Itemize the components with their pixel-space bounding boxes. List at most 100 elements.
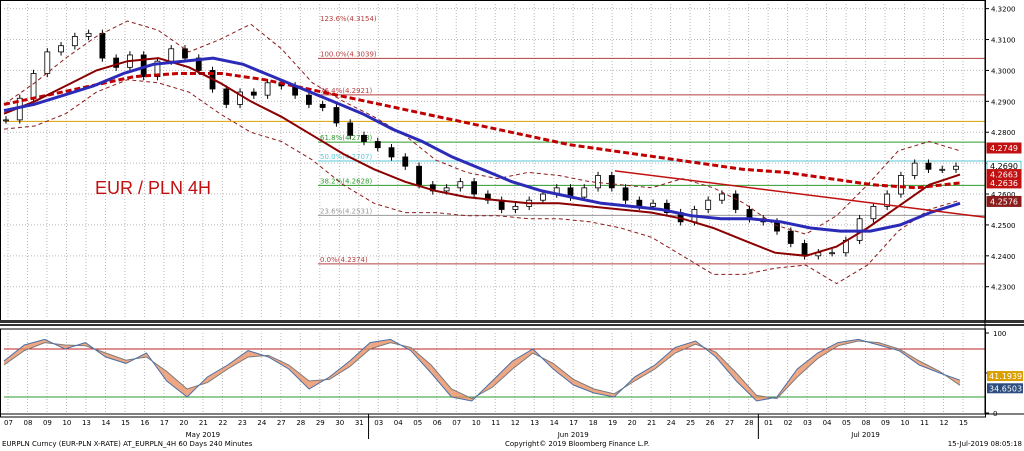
- candle-body: [416, 165, 422, 186]
- fibonacci-levels: 123.6%(4.3154) 100.0%(4.3039) 76.4%(4.2921…: [4, 15, 985, 265]
- candle-body: [58, 45, 64, 53]
- candle-body: [650, 202, 657, 207]
- stoch-y-tick-label: 0: [993, 410, 997, 418]
- ma-slow-line: [3, 72, 961, 190]
- x-tick-label: 15: [121, 419, 130, 427]
- candle-body: [154, 60, 161, 78]
- candle-body: [732, 193, 739, 210]
- candle-body: [374, 141, 381, 149]
- candle-body: [85, 32, 92, 37]
- value-badge-text: 4.2690: [990, 162, 1018, 171]
- stoch-fill: [410, 347, 432, 373]
- x-tick-label: 27: [277, 419, 286, 427]
- footer-timestamp: 15-Jul-2019 08:05:18: [947, 440, 1022, 448]
- candle-body: [402, 156, 409, 167]
- stoch-fill: [492, 361, 513, 388]
- x-tick-label: 21: [199, 419, 208, 427]
- candle-body: [3, 119, 9, 122]
- x-tick-label: 12: [511, 419, 520, 427]
- candle-body: [333, 107, 340, 124]
- stoch-badge-text: 41.1939: [989, 372, 1022, 381]
- candle-body: [182, 48, 188, 59]
- candle-body: [347, 122, 354, 136]
- stoch-fill: [431, 365, 452, 397]
- value-badge-text: 4.2636: [990, 179, 1018, 188]
- footer-source: EURPLN Curncy (EUR-PLN X-RATE) AT_EURPLN…: [2, 440, 253, 448]
- candle-body: [801, 243, 808, 257]
- x-tick-label: 08: [862, 419, 871, 427]
- x-tick-label: 29: [316, 419, 325, 427]
- x-tick-label: 24: [257, 419, 266, 427]
- candle-body: [622, 187, 629, 201]
- x-tick-label: 26: [706, 419, 715, 427]
- x-tick-label: 25: [686, 419, 695, 427]
- stoch-badge-text: 34.6503: [989, 384, 1022, 393]
- candle-body: [953, 165, 959, 170]
- x-tick-label: 02: [784, 419, 793, 427]
- candle-body: [512, 205, 519, 210]
- stoch-fill: [207, 365, 228, 383]
- x-tick-label: 05: [413, 419, 422, 427]
- candle-body: [595, 175, 601, 189]
- x-tick-label: 14: [550, 419, 559, 427]
- stoch-fill: [593, 389, 615, 397]
- x-tick-label: 03: [374, 419, 383, 427]
- value-badge: [986, 177, 1022, 189]
- month-label: Jun 2019: [557, 431, 589, 439]
- month-label: Jul 2019: [850, 431, 880, 439]
- candle-body: [30, 73, 37, 99]
- y-tick-label: 4.2400: [991, 253, 1016, 261]
- candle-body: [636, 199, 643, 207]
- stoch-fill: [675, 341, 696, 353]
- candle-body: [305, 94, 312, 105]
- panel-separator: [0, 320, 1024, 323]
- candle-body: [719, 193, 725, 201]
- x-tick-label: 04: [823, 419, 832, 427]
- candle-body: [99, 32, 106, 59]
- panel-separator: [0, 324, 1024, 326]
- candle-body: [911, 162, 918, 176]
- bollinger-upper-line: [3, 20, 961, 235]
- x-tick-label: 09: [881, 419, 890, 427]
- candle-body: [898, 175, 904, 195]
- stoch-fill: [370, 339, 391, 349]
- candle-body: [471, 181, 478, 195]
- x-tick-label: 28: [296, 419, 305, 427]
- candle-body: [925, 162, 932, 170]
- chart-title: EUR / PLN 4H: [95, 178, 211, 198]
- bollinger-lower-line: [3, 79, 961, 285]
- x-tick-label: 23: [238, 419, 247, 427]
- stoch-fill: [817, 342, 838, 359]
- y-tick-label: 4.2900: [991, 98, 1016, 106]
- stochastic-panel: [3, 338, 985, 402]
- x-tick-label: 17: [160, 419, 169, 427]
- footer-copyright: Copyright© 2019 Bloomberg Finance L.P.: [505, 440, 650, 448]
- stoch-fill: [512, 349, 533, 369]
- candle-body: [663, 202, 670, 213]
- stoch-fill: [573, 379, 594, 393]
- x-tick-label: 07: [452, 419, 461, 427]
- candle-body: [774, 221, 780, 232]
- fib-label: 61.8%(4.2768): [320, 134, 372, 142]
- candle-body: [168, 48, 175, 62]
- stoch-fill: [105, 353, 127, 364]
- candle-body: [361, 134, 367, 142]
- x-tick-label: 12: [940, 419, 949, 427]
- x-tick-label: 11: [491, 419, 500, 427]
- candle-body: [608, 175, 615, 189]
- trendline: [614, 170, 986, 218]
- candle-body: [71, 36, 78, 47]
- candle-body: [705, 199, 712, 210]
- candle-body: [540, 193, 546, 201]
- x-tick-label: 11: [920, 419, 929, 427]
- x-tick-label: 10: [901, 419, 910, 427]
- candle-body: [264, 82, 271, 96]
- x-tick-label: 18: [589, 419, 598, 427]
- stoch-fill: [715, 352, 737, 381]
- value-badge: [986, 195, 1022, 207]
- value-badge-text: 4.2749: [990, 144, 1018, 153]
- price-series: [3, 20, 986, 285]
- fib-label: 76.4%(4.2921): [320, 87, 372, 95]
- x-tick-label: 13: [82, 419, 91, 427]
- x-tick-label: 08: [23, 419, 32, 427]
